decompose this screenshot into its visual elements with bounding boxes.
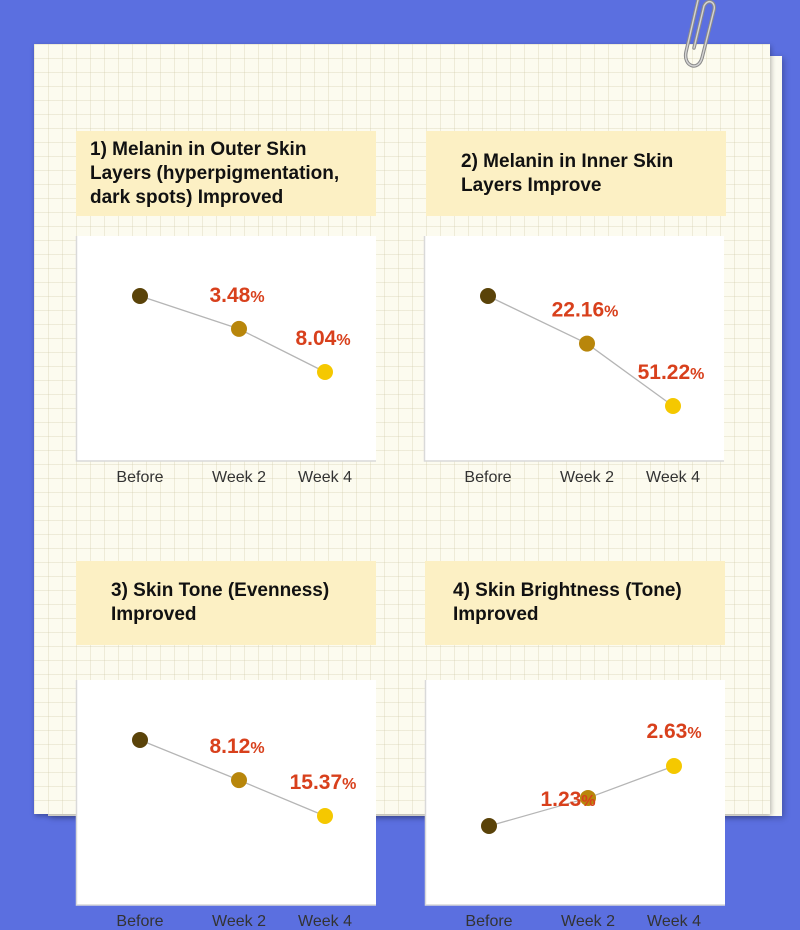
value-label: 2.63% [646,720,701,743]
data-point-week-4 [317,808,333,824]
chart-panel-4: 1.23% 2.63% Before Week 2 Week 4 [424,680,725,930]
value-label: 15.37% [290,771,357,794]
tick-label-week-2: Week 2 [212,913,266,930]
tick-label-week-2: Week 2 [212,469,266,486]
data-point-week-4 [665,398,681,414]
chart-title-text-3: 3) Skin Tone (Evenness) Improved [111,580,330,625]
tick-label-week-4: Week 4 [647,913,701,930]
chart-title-1: 1) Melanin in Outer Skin Layers (hyperpi… [76,131,376,216]
plot-background [76,236,376,461]
chart-title-3: 3) Skin Tone (Evenness) Improved [76,561,376,645]
data-point-week-2 [579,335,595,352]
chart-panel-1: 3.48% 8.04% Before Week 2 Week 4 [75,236,376,486]
axis-line [423,236,724,462]
data-point-before [480,288,496,304]
tick-label-week-2: Week 2 [560,469,614,486]
value-label: 22.16% [552,299,619,322]
data-point-before [132,732,148,748]
chart-svg: 8.12% 15.37% Before Week 2 Week 4 [75,680,376,930]
data-point-before [132,288,148,304]
chart-title-4: 4) Skin Brightness (Tone) Improved [425,561,725,645]
value-label: 3.48% [209,284,264,307]
tick-label-before: Before [116,469,163,486]
data-point-week-4 [666,758,682,774]
chart-svg: 1.23%2.63%Before Week 2 Week 4 [424,680,725,930]
tick-label-before: Before [116,913,163,930]
tick-label-week-4: Week 4 [646,469,700,486]
data-point-week-2 [231,772,247,789]
chart-title-text-1: 1) Melanin in Outer Skin Layers (hyperpi… [90,138,340,208]
chart-title-text-2: 2) Melanin in Inner Skin Layers Improve [461,150,674,196]
chart-svg: 3.48% 8.04% Before Week 2 Week 4 [75,236,376,486]
data-point-before [481,818,497,834]
chart-svg: 22.16% 51.22% Before Week 2 Week 4 [423,236,724,486]
tick-label-week-2: Week 2 [561,913,615,930]
tick-label-before: Before [465,913,512,930]
chart-panel-2: 22.16% 51.22% Before Week 2 Week 4 [423,236,724,486]
paperclip-icon [683,0,717,68]
tick-label-week-4: Week 4 [298,913,352,930]
data-point-week-4 [317,364,333,380]
data-point-week-2 [231,320,247,337]
tick-label-week-4: Week 4 [298,469,352,486]
value-label: 8.04% [295,327,350,350]
value-label: 8.12% [209,735,264,758]
axis-line [75,236,376,462]
value-label: 51.22% [638,361,705,384]
chart-panel-3: 8.12% 15.37% Before Week 2 Week 4 [75,680,376,930]
chart-title-text-4: 4) Skin Brightness (Tone) Improved [453,580,682,625]
tick-label-before: Before [464,469,511,486]
plot-background [424,236,724,461]
chart-title-2: 2) Melanin in Inner Skin Layers Improve [426,131,726,216]
